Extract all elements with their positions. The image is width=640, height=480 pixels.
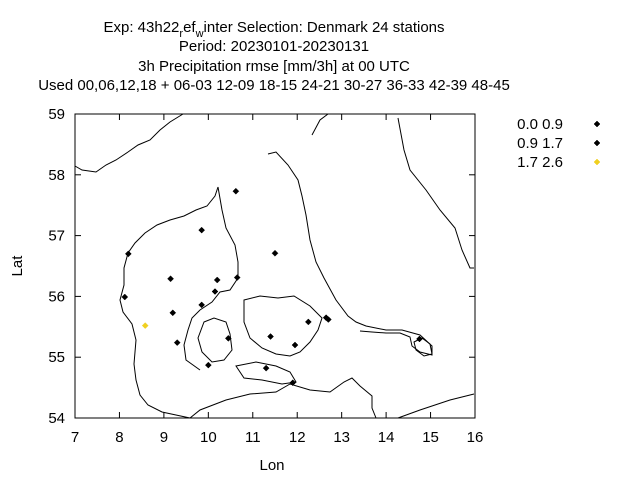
station-point: [124, 250, 132, 258]
station-point: [267, 333, 274, 340]
y-axis: 54 55 56 57 58 59: [48, 106, 475, 427]
x-tick-label: 16: [467, 429, 484, 446]
title-line-4: Used 00,06,12,18 + 06-03 12-09 18-15 24-…: [38, 77, 510, 94]
y-tick-label: 54: [48, 410, 65, 427]
legend-marker: [593, 158, 601, 166]
y-tick-label: 59: [48, 106, 65, 123]
station-point: [141, 322, 149, 329]
coastline-bornholm: [413, 337, 433, 357]
title-line-2: Period: 20230101-20230131: [179, 38, 369, 55]
station-point: [198, 226, 206, 234]
title-sub-w: w: [195, 28, 204, 40]
x-tick-label: 13: [333, 429, 350, 446]
chart-title: Exp: 43h22refwinter Selection: Denmark 2…: [38, 19, 510, 94]
title-line-3: 3h Precipitation rmse [mm/3h] at 00 UTC: [138, 58, 410, 75]
x-tick-label: 8: [115, 429, 123, 446]
station-point: [224, 334, 232, 342]
station-point: [173, 339, 181, 346]
coastline-map: [74, 113, 475, 419]
coastline-norway: [74, 113, 184, 173]
station-point: [232, 187, 240, 195]
station-point: [304, 318, 312, 326]
station-point: [289, 379, 297, 387]
coastline-zealand: [243, 295, 323, 357]
title-ef: ef: [183, 19, 196, 36]
title-line-1: Exp: 43h22refwinter Selection: Denmark 2…: [104, 19, 445, 40]
coastline-funen: [197, 317, 233, 363]
station-point: [416, 335, 423, 343]
station-point: [262, 364, 270, 372]
y-axis-label: Lat: [9, 255, 26, 277]
y-tick-label: 58: [48, 167, 65, 184]
x-tick-label: 12: [289, 429, 306, 446]
coastline-germany: [189, 377, 377, 419]
legend-label: 0.9 1.7: [517, 135, 563, 152]
x-axis-label: Lon: [259, 457, 284, 474]
x-tick-label: 11: [245, 429, 261, 446]
x-tick-label: 14: [378, 429, 395, 446]
x-tick-label: 7: [71, 429, 79, 446]
y-tick-label: 57: [48, 228, 65, 245]
station-point: [322, 314, 330, 322]
coastline-lolland: [235, 361, 297, 385]
coastline-jutland-east: [183, 186, 239, 371]
title-tail: inter Selection: Denmark 24 stations: [204, 19, 445, 36]
title-exp-prefix: Exp: 43h22: [104, 19, 180, 36]
coastline-jutland: [119, 186, 219, 419]
title-sub-r: r: [179, 28, 183, 40]
station-point: [121, 293, 129, 301]
station-point: [233, 274, 241, 281]
station-point: [211, 288, 219, 295]
station-point: [213, 276, 221, 284]
station-point: [204, 361, 212, 369]
legend-marker: [593, 120, 601, 128]
station-point: [271, 249, 279, 257]
coastline-sweden-west: [267, 151, 433, 356]
station-point: [167, 275, 174, 283]
coastline-norway-south: [311, 113, 329, 136]
legend-label: 0.0 0.9: [517, 116, 563, 133]
station-point: [291, 341, 299, 349]
station-point: [169, 309, 177, 317]
x-tick-label: 10: [200, 429, 217, 446]
legend-label: 1.7 2.6: [517, 154, 563, 171]
x-tick-label: 15: [422, 429, 439, 446]
plot-frame: [74, 113, 476, 419]
coastline-sweden-east: [397, 117, 474, 269]
coastline-germany-east: [397, 393, 475, 419]
legend: 0.0 0.9 0.9 1.7 1.7 2.6: [517, 116, 601, 171]
y-tick-label: 55: [48, 349, 65, 366]
x-axis: 7 8 9 10 11 12 13 14 15 16: [71, 114, 484, 446]
legend-marker: [593, 139, 601, 147]
x-tick-label: 9: [160, 429, 168, 446]
y-tick-label: 56: [48, 288, 65, 305]
station-points: [121, 187, 423, 387]
station-point: [198, 301, 206, 309]
